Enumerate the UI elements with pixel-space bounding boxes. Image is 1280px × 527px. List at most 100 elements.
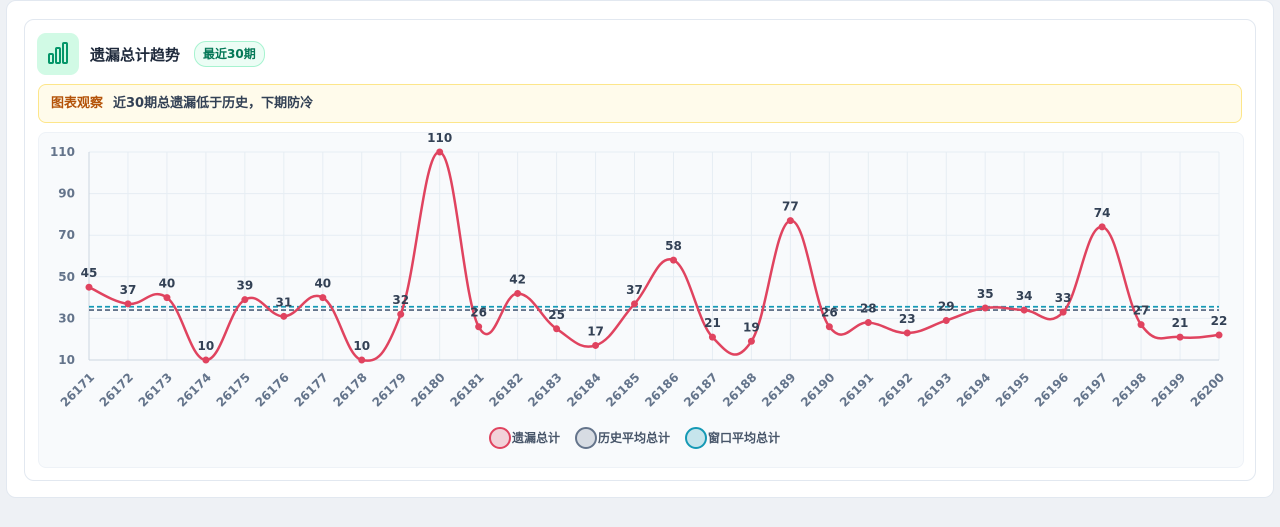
x-tick-label: 26199 (1149, 370, 1188, 409)
x-tick-label: 26187 (681, 370, 720, 409)
x-tick-label: 26195 (993, 370, 1032, 409)
card-title: 遗漏总计趋势 (90, 46, 181, 64)
x-tick-label: 26200 (1188, 370, 1227, 409)
legend-label: 遗漏总计 (511, 430, 560, 445)
x-tick-label: 26178 (330, 370, 369, 409)
data-label: 39 (237, 279, 254, 293)
data-point (903, 329, 911, 337)
icon-graphic (48, 42, 68, 64)
data-label: 34 (1016, 289, 1033, 303)
y-tick-label: 30 (58, 311, 75, 325)
x-tick-label: 26176 (253, 370, 292, 409)
data-point (708, 333, 716, 341)
x-tick-label: 26172 (97, 370, 136, 409)
data-label: 74 (1094, 206, 1111, 220)
data-label: 37 (120, 283, 137, 297)
data-point (864, 319, 872, 327)
data-point (85, 283, 93, 291)
insight-bar: 图表观察 近30期总遗漏低于历史，下期防冷 (38, 84, 1242, 123)
data-label: 27 (1133, 304, 1150, 318)
y-tick-label: 110 (50, 145, 75, 159)
data-point (747, 337, 755, 345)
legend-swatch (489, 427, 511, 449)
insight-text: 近30期总遗漏低于历史，下期防冷 (113, 96, 314, 111)
x-tick-label: 26191 (837, 370, 876, 409)
data-label: 77 (782, 200, 799, 214)
data-label: 45 (81, 266, 98, 280)
data-point (981, 304, 989, 312)
data-point (124, 300, 132, 308)
chart-icon (37, 33, 79, 75)
legend-label: 窗口平均总计 (708, 430, 780, 445)
x-tick-label: 26175 (214, 370, 253, 409)
period-badge: 最近30期 (194, 41, 265, 67)
data-label: 25 (548, 308, 565, 322)
data-point (319, 294, 327, 302)
legend-swatch (575, 427, 597, 449)
x-tick-label: 26180 (408, 370, 447, 409)
series-line (88, 150, 1220, 362)
data-label: 26 (470, 306, 487, 320)
legend-label: 历史平均总计 (598, 430, 670, 445)
x-tick-label: 26194 (954, 370, 993, 409)
data-label: 40 (159, 277, 176, 291)
data-label: 17 (587, 324, 604, 338)
x-tick-label: 26183 (525, 370, 564, 409)
data-label: 37 (626, 283, 643, 297)
data-label: 33 (1055, 291, 1072, 305)
data-point (358, 356, 366, 364)
data-point (436, 148, 444, 156)
data-label: 58 (665, 239, 682, 253)
y-tick-label: 10 (58, 353, 75, 367)
data-point (1137, 321, 1145, 329)
data-label: 32 (392, 293, 409, 307)
x-tick-label: 26171 (58, 370, 97, 409)
data-label: 21 (704, 316, 721, 330)
data-point (163, 294, 171, 302)
data-label: 110 (427, 131, 452, 145)
data-point (397, 310, 405, 318)
y-tick-label: 90 (58, 187, 75, 201)
y-tick-label: 70 (58, 228, 75, 242)
x-tick-label: 26189 (759, 370, 798, 409)
x-tick-label: 26190 (798, 370, 837, 409)
x-tick-label: 26179 (369, 370, 408, 409)
x-tick-label: 26198 (1110, 370, 1149, 409)
data-label: 23 (899, 312, 916, 326)
data-point (669, 256, 677, 264)
data-label: 26 (821, 306, 838, 320)
data-point (475, 323, 483, 331)
data-point (1215, 331, 1223, 339)
data-point (202, 356, 210, 364)
x-tick-label: 26186 (642, 370, 681, 409)
x-tick-label: 26196 (1032, 370, 1071, 409)
data-point (280, 312, 288, 320)
x-tick-label: 26185 (603, 370, 642, 409)
x-tick-label: 26184 (564, 370, 603, 409)
data-label: 10 (353, 339, 370, 353)
data-label: 29 (938, 299, 955, 313)
insight-label: 图表观察 (51, 96, 104, 111)
data-point (241, 296, 249, 304)
data-point (1098, 223, 1106, 231)
data-label: 40 (314, 277, 331, 291)
data-point (592, 341, 600, 349)
data-label: 19 (743, 320, 760, 334)
data-point (1176, 333, 1184, 341)
data-point (514, 289, 522, 297)
data-point (1059, 308, 1067, 316)
x-tick-label: 26188 (720, 370, 759, 409)
data-point (1020, 306, 1028, 314)
x-tick-label: 26197 (1071, 370, 1110, 409)
data-label: 28 (860, 302, 877, 316)
data-label: 21 (1172, 316, 1189, 330)
x-tick-label: 26177 (291, 370, 330, 409)
data-label: 42 (509, 272, 526, 286)
x-tick-label: 26181 (447, 370, 486, 409)
data-label: 35 (977, 287, 994, 301)
data-label: 10 (198, 339, 215, 353)
chart-panel (38, 132, 1244, 468)
data-label: 31 (275, 295, 292, 309)
data-point (553, 325, 561, 333)
y-tick-label: 50 (58, 270, 75, 284)
